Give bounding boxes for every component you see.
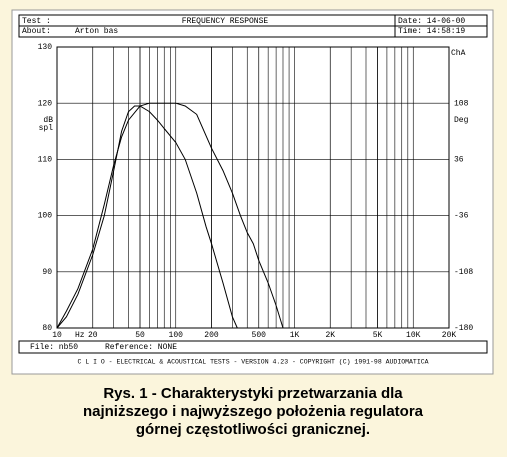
test-label: Test : — [22, 17, 51, 26]
y-tick-label: 120 — [38, 99, 53, 108]
caption-line: najniższego i najwyższego położenia regu… — [83, 403, 424, 420]
x-tick-label: 50 — [135, 331, 145, 340]
x-tick-label: 2K — [325, 331, 335, 340]
y2-axis-label: Deg — [454, 116, 469, 125]
y-axis-label: spl — [39, 124, 54, 133]
x-tick-label: 5K — [373, 331, 383, 340]
y-tick-label: 80 — [42, 324, 52, 333]
response-curve — [56, 102, 284, 329]
channel-label: ChA — [451, 49, 466, 58]
plot: 10 20 50 100 200 500 1K 2K 5K 10K 20K Hz 80 90 100 110 1… — [38, 43, 474, 340]
y-tick-label: 90 — [42, 268, 52, 277]
copyright: C L I O - ELECTRICAL & ACOUSTICAL TESTS … — [77, 359, 428, 366]
file: File: nb50 — [30, 343, 78, 352]
reference: Reference: NONE — [105, 343, 177, 352]
panel — [11, 9, 494, 375]
x-tick-label: 200 — [204, 331, 219, 340]
x-tick-label: 10 — [52, 331, 62, 340]
x-tick-label: 20 — [88, 331, 98, 340]
y2-tick-label: -108 — [454, 268, 473, 277]
footer-box — [18, 340, 488, 354]
y-tick-label: 100 — [38, 212, 53, 221]
caption-line: górnej częstotliwości granicznej. — [136, 421, 370, 438]
about-label: About: — [22, 27, 51, 36]
time: Time: 14:58:19 — [398, 27, 465, 36]
x-tick-label: 500 — [252, 331, 267, 340]
x-tick-label: 10K — [406, 331, 421, 340]
caption-line: Rys. 1 - Charakterystyki przetwarzania d… — [103, 385, 403, 402]
plot-frame — [56, 46, 450, 329]
x-tick-label: 1K — [290, 331, 300, 340]
x-tick-label: 100 — [169, 331, 184, 340]
y2-tick-label: 36 — [454, 156, 464, 165]
x-axis-label: Hz — [75, 331, 85, 340]
response-curve — [56, 105, 238, 329]
y-axis-label: dB — [43, 116, 53, 125]
x-tick-label: 20K — [442, 331, 457, 340]
date: Date: 14-06-00 — [398, 17, 465, 26]
chart-title: FREQUENCY RESPONSE — [182, 17, 269, 26]
y-tick-label: 130 — [38, 43, 53, 52]
y-tick-label: 110 — [38, 156, 53, 165]
y2-tick-label: -36 — [454, 212, 469, 221]
about: Arton bas — [75, 27, 118, 36]
y2-tick-label: -180 — [454, 324, 473, 333]
y2-tick-label: 108 — [454, 99, 469, 108]
